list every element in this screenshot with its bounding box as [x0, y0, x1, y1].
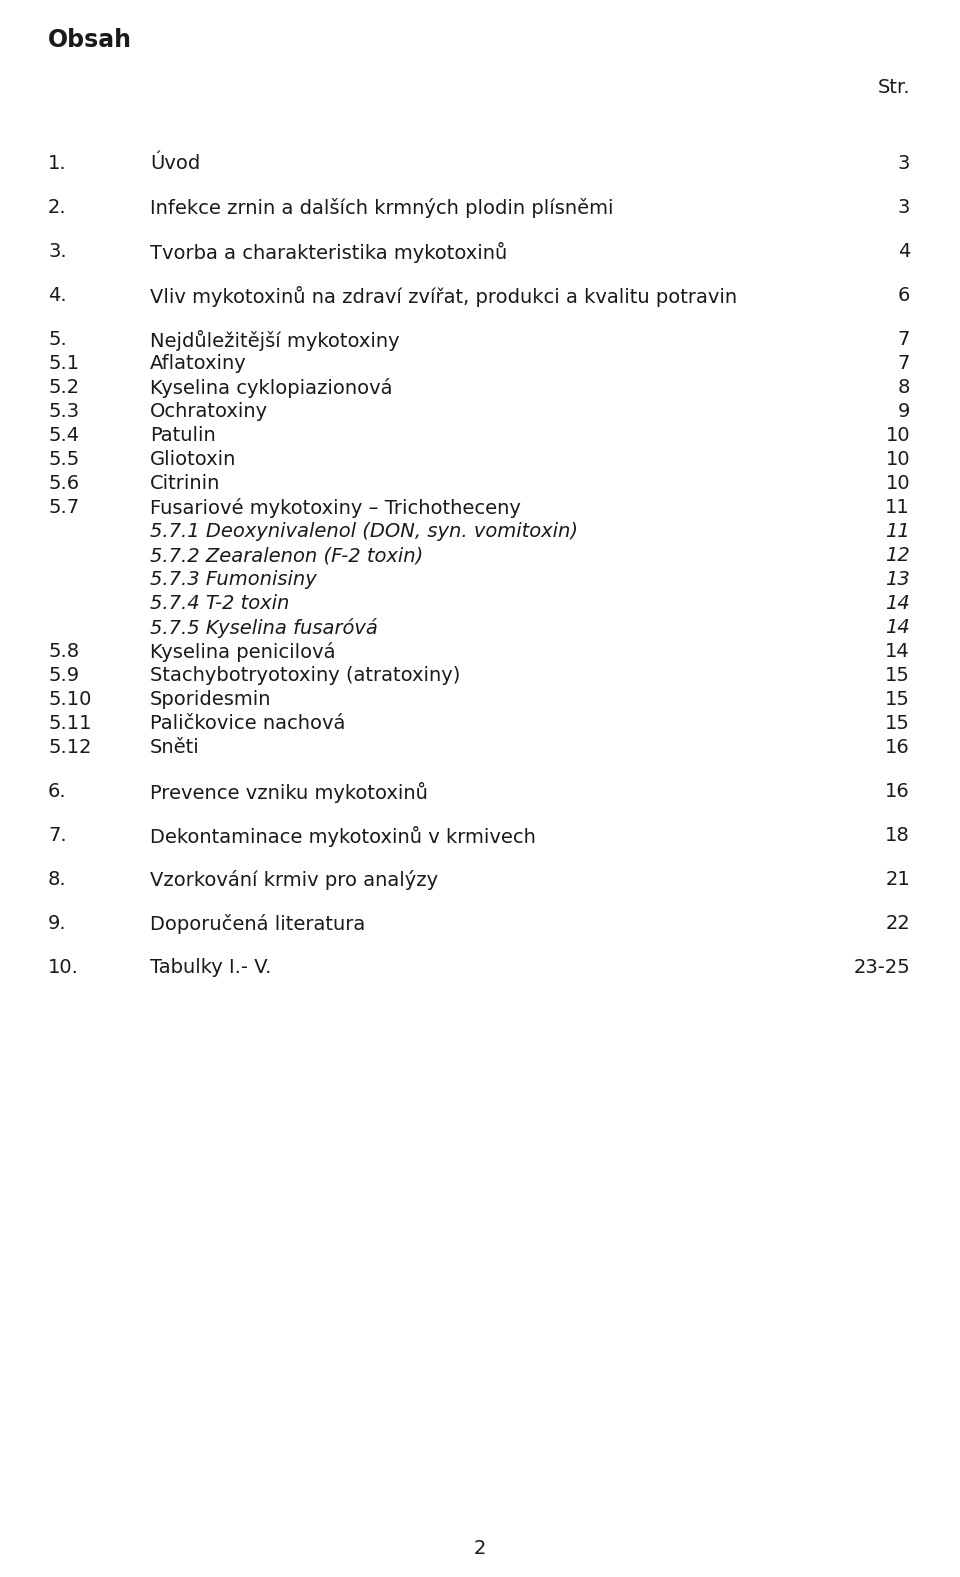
Text: Prevence vzniku mykotoxinů: Prevence vzniku mykotoxinů — [150, 782, 428, 803]
Text: Vliv mykotoxinů na zdraví zvířat, produkci a kvalitu potravin: Vliv mykotoxinů na zdraví zvířat, produk… — [150, 285, 737, 308]
Text: Gliotoxin: Gliotoxin — [150, 449, 236, 468]
Text: 16: 16 — [885, 782, 910, 801]
Text: 16: 16 — [885, 738, 910, 757]
Text: Aflatoxiny: Aflatoxiny — [150, 353, 247, 374]
Text: 8: 8 — [898, 378, 910, 397]
Text: 5.7.2 Zearalenon (F-2 toxin): 5.7.2 Zearalenon (F-2 toxin) — [150, 546, 423, 565]
Text: 5.11: 5.11 — [48, 714, 91, 733]
Text: Fusariové mykotoxiny – Trichotheceny: Fusariové mykotoxiny – Trichotheceny — [150, 498, 521, 517]
Text: 9.: 9. — [48, 915, 66, 934]
Text: 5.5: 5.5 — [48, 449, 80, 468]
Text: 12: 12 — [885, 546, 910, 565]
Text: 6: 6 — [898, 285, 910, 304]
Text: Citrinin: Citrinin — [150, 475, 221, 494]
Text: Obsah: Obsah — [48, 28, 132, 52]
Text: 14: 14 — [885, 618, 910, 637]
Text: 5.7: 5.7 — [48, 498, 79, 517]
Text: Patulin: Patulin — [150, 426, 216, 445]
Text: 4: 4 — [898, 241, 910, 262]
Text: 5.: 5. — [48, 330, 67, 349]
Text: 5.10: 5.10 — [48, 691, 91, 710]
Text: 3.: 3. — [48, 241, 66, 262]
Text: Str.: Str. — [877, 77, 910, 98]
Text: 2: 2 — [474, 1539, 486, 1558]
Text: 5.6: 5.6 — [48, 475, 79, 494]
Text: 5.7.4 T-2 toxin: 5.7.4 T-2 toxin — [150, 595, 289, 613]
Text: 2.: 2. — [48, 199, 66, 218]
Text: 5.2: 5.2 — [48, 378, 79, 397]
Text: 10.: 10. — [48, 957, 79, 978]
Text: Úvod: Úvod — [150, 155, 201, 173]
Text: 1.: 1. — [48, 155, 66, 173]
Text: Doporučená literatura: Doporučená literatura — [150, 915, 365, 934]
Text: 7.: 7. — [48, 826, 66, 845]
Text: 18: 18 — [885, 826, 910, 845]
Text: 8.: 8. — [48, 871, 66, 889]
Text: 15: 15 — [885, 714, 910, 733]
Text: 14: 14 — [885, 595, 910, 613]
Text: 4.: 4. — [48, 285, 66, 304]
Text: Infekce zrnin a dalších krmných plodin plísněmi: Infekce zrnin a dalších krmných plodin p… — [150, 199, 613, 218]
Text: Tabulky I.- V.: Tabulky I.- V. — [150, 957, 272, 978]
Text: 11: 11 — [885, 522, 910, 541]
Text: 22: 22 — [885, 915, 910, 934]
Text: 9: 9 — [898, 402, 910, 421]
Text: 5.12: 5.12 — [48, 738, 91, 757]
Text: Paličkovice nachová: Paličkovice nachová — [150, 714, 346, 733]
Text: Ochratoxiny: Ochratoxiny — [150, 402, 268, 421]
Text: Vzorkování krmiv pro analýzy: Vzorkování krmiv pro analýzy — [150, 871, 438, 889]
Text: 21: 21 — [885, 871, 910, 889]
Text: 11: 11 — [885, 498, 910, 517]
Text: 5.9: 5.9 — [48, 665, 79, 684]
Text: Dekontaminace mykotoxinů v krmivech: Dekontaminace mykotoxinů v krmivech — [150, 826, 536, 847]
Text: Kyselina cyklopiazionová: Kyselina cyklopiazionová — [150, 378, 393, 397]
Text: 3: 3 — [898, 155, 910, 173]
Text: Stachybotryotoxiny (atratoxiny): Stachybotryotoxiny (atratoxiny) — [150, 665, 461, 684]
Text: 5.8: 5.8 — [48, 642, 79, 661]
Text: 5.1: 5.1 — [48, 353, 79, 374]
Text: Kyselina penicilová: Kyselina penicilová — [150, 642, 335, 662]
Text: 14: 14 — [885, 642, 910, 661]
Text: 13: 13 — [885, 569, 910, 588]
Text: 5.4: 5.4 — [48, 426, 79, 445]
Text: Nejdůležitější mykotoxiny: Nejdůležitější mykotoxiny — [150, 330, 399, 352]
Text: 5.7.1 Deoxynivalenol (DON, syn. vomitoxin): 5.7.1 Deoxynivalenol (DON, syn. vomitoxi… — [150, 522, 578, 541]
Text: 23-25: 23-25 — [853, 957, 910, 978]
Text: 10: 10 — [885, 449, 910, 468]
Text: 6.: 6. — [48, 782, 66, 801]
Text: 3: 3 — [898, 199, 910, 218]
Text: 5.7.3 Fumonisiny: 5.7.3 Fumonisiny — [150, 569, 317, 588]
Text: 15: 15 — [885, 665, 910, 684]
Text: Sněti: Sněti — [150, 738, 200, 757]
Text: 7: 7 — [898, 330, 910, 349]
Text: 10: 10 — [885, 426, 910, 445]
Text: Sporidesmin: Sporidesmin — [150, 691, 272, 710]
Text: 5.3: 5.3 — [48, 402, 79, 421]
Text: Tvorba a charakteristika mykotoxinů: Tvorba a charakteristika mykotoxinů — [150, 241, 507, 263]
Text: 10: 10 — [885, 475, 910, 494]
Text: 15: 15 — [885, 691, 910, 710]
Text: 5.7.5 Kyselina fusaróvá: 5.7.5 Kyselina fusaróvá — [150, 618, 378, 639]
Text: 7: 7 — [898, 353, 910, 374]
